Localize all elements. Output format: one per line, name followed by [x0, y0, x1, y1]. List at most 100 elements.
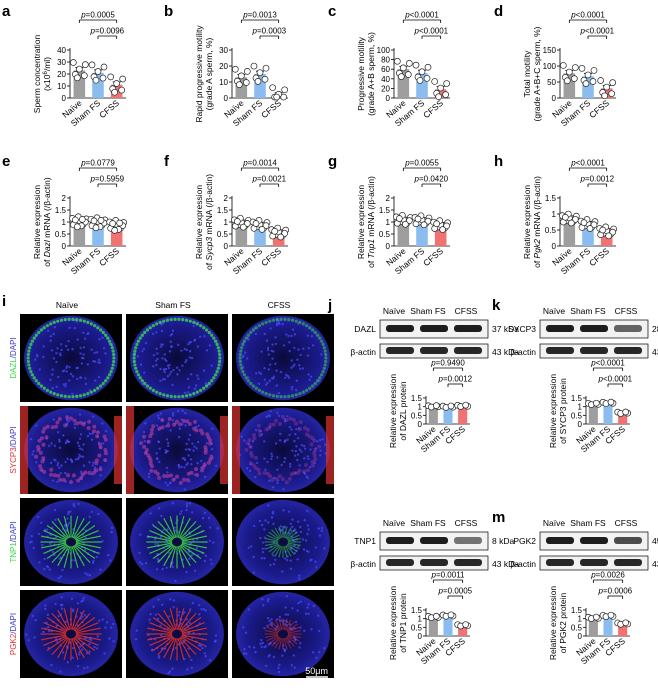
nucleus	[51, 479, 55, 482]
nucleus	[87, 332, 90, 335]
stain-spike	[287, 629, 302, 634]
nucleus	[76, 441, 80, 445]
p-value-label: p=0.5959	[90, 175, 125, 184]
nucleus	[58, 446, 62, 449]
nucleus	[46, 329, 50, 332]
blot-lane-label: Naïve	[543, 306, 565, 316]
stain-spot	[169, 394, 173, 398]
stain-spot	[308, 326, 312, 330]
stain-spot	[63, 423, 68, 428]
micro-row-label: DAZL/DAPI	[9, 337, 18, 378]
nucleus	[189, 608, 192, 611]
blot-protein-kda: 8 kDa	[492, 536, 514, 546]
stain-spot	[257, 324, 261, 328]
blot-protein-name: DAZL	[354, 324, 376, 334]
data-point	[404, 71, 412, 78]
nucleus	[104, 429, 108, 433]
p-value: =0.0014	[248, 159, 278, 168]
nucleus	[212, 541, 215, 544]
nucleus	[192, 449, 195, 452]
nucleus	[196, 374, 199, 377]
nucleus	[193, 569, 197, 573]
y-axis-label-line: Relative expression	[194, 185, 204, 259]
nucleus	[55, 360, 58, 364]
nucleus	[49, 378, 52, 382]
micro-tile	[126, 590, 228, 678]
y-tick-label: 1	[386, 218, 391, 227]
nucleus	[188, 356, 192, 359]
nucleus	[88, 574, 92, 577]
nucleus	[248, 469, 252, 473]
nucleus	[46, 565, 50, 569]
nucleus	[253, 646, 256, 649]
stain-label: SYCP3/DAPI	[9, 426, 18, 473]
stain-spike	[180, 636, 202, 651]
stain-spot	[52, 320, 56, 324]
nucleus	[288, 433, 291, 437]
nucleus	[203, 334, 206, 338]
stain-spike	[179, 637, 197, 656]
stain-spot	[103, 451, 108, 456]
stain-spot	[49, 322, 53, 326]
nucleus	[312, 604, 315, 608]
stain-spot	[294, 319, 298, 323]
y-tick-label: 40	[381, 75, 390, 84]
stain-spot	[287, 394, 291, 398]
data-point	[78, 216, 86, 223]
stain-spot	[63, 394, 67, 398]
stain-spot	[110, 346, 114, 350]
data-point	[92, 224, 100, 232]
nucleus	[77, 502, 80, 506]
nucleus	[285, 558, 289, 562]
stain-spot	[302, 469, 307, 474]
nucleus	[112, 640, 115, 643]
y-axis-label-line: (grade A sperm, %)	[204, 37, 214, 110]
stain-spike	[41, 627, 67, 634]
y-tick-label: 1.5	[545, 194, 557, 203]
data-point	[607, 611, 615, 619]
stain-spot	[290, 394, 295, 398]
y-axis-label-line: Sperm concentration	[32, 35, 42, 114]
nucleus	[303, 629, 306, 633]
stain-spike	[274, 619, 282, 631]
scale-bar-label: 50μm	[305, 666, 328, 676]
stain-spike	[152, 525, 174, 540]
nucleus	[266, 381, 269, 385]
nucleus	[139, 533, 142, 536]
stain-spot	[106, 376, 110, 380]
y-tick-label: 0.5	[55, 230, 67, 239]
stain-spike	[149, 635, 173, 647]
stain-spot	[97, 453, 102, 458]
p-value-label: p=0.0003	[252, 27, 287, 36]
micro-tile	[126, 406, 228, 494]
p-italic: p	[242, 11, 248, 20]
stain-spot	[42, 326, 46, 330]
data-point	[256, 69, 264, 77]
y-tick-label: 100	[543, 62, 557, 71]
nucleus	[156, 352, 159, 355]
panel-letter: e	[2, 153, 10, 170]
nucleus	[247, 338, 250, 341]
stain-spot	[254, 386, 258, 390]
stain-spot	[218, 352, 222, 357]
stain-spot	[165, 318, 170, 322]
nucleus	[166, 471, 169, 474]
stain-spot	[158, 392, 162, 396]
nucleus	[155, 347, 158, 350]
nucleus	[303, 457, 306, 460]
nucleus	[167, 671, 170, 675]
nucleus	[169, 482, 172, 485]
stain-spot	[92, 429, 97, 434]
nucleus	[177, 343, 180, 347]
stain-spot	[312, 450, 317, 455]
label-part: of	[204, 261, 214, 270]
data-point	[418, 68, 426, 76]
stain-spot	[324, 356, 328, 360]
stain-spot	[318, 336, 322, 340]
p-italic: p	[590, 571, 596, 580]
nucleus	[186, 462, 189, 465]
stain-spot	[268, 319, 272, 323]
nucleus	[208, 526, 212, 529]
nucleus	[293, 346, 296, 350]
nucleus	[49, 461, 53, 465]
